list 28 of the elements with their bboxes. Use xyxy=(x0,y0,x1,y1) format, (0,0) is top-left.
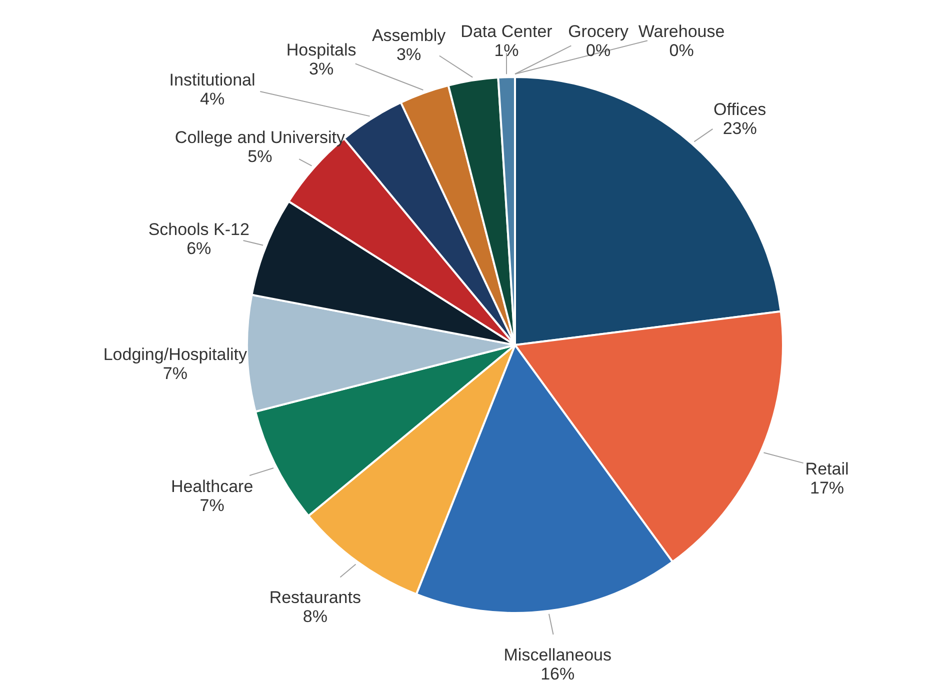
slice-label: Miscellaneous xyxy=(504,646,612,665)
slice-label: Institutional xyxy=(169,70,256,90)
data-label: 16% xyxy=(540,664,575,684)
slice-label: College and University xyxy=(174,128,346,148)
slice-label: Restaurants xyxy=(269,588,361,608)
data-label: 4% xyxy=(200,90,225,109)
data-label: 7% xyxy=(162,364,188,383)
category-label: Grocery xyxy=(568,22,629,41)
data-label: 1% xyxy=(494,41,519,60)
slice-label: Data Center xyxy=(460,22,553,42)
data-label: 5% xyxy=(248,147,272,166)
slice-label: Hospitals xyxy=(286,40,356,60)
data-label: 23% xyxy=(722,119,757,138)
text: 0% xyxy=(586,41,611,60)
data-label: 3% xyxy=(309,60,334,79)
slice-label: Retail xyxy=(805,459,849,478)
slice-label: Assembly xyxy=(372,26,446,45)
slice-label: Schools K-12 xyxy=(148,220,250,239)
category-label: Warehouse xyxy=(638,22,725,41)
data-label: 7% xyxy=(200,496,224,516)
slice-label: Healthcare xyxy=(170,477,254,496)
slice-label: Offices xyxy=(714,100,766,120)
data-label: 17% xyxy=(810,478,844,498)
data-label: 6% xyxy=(186,238,212,258)
slice-label: Lodging/Hospitality xyxy=(103,344,248,364)
text: 0% xyxy=(669,41,694,60)
data-label: 3% xyxy=(396,44,422,64)
data-label: 8% xyxy=(302,607,328,626)
